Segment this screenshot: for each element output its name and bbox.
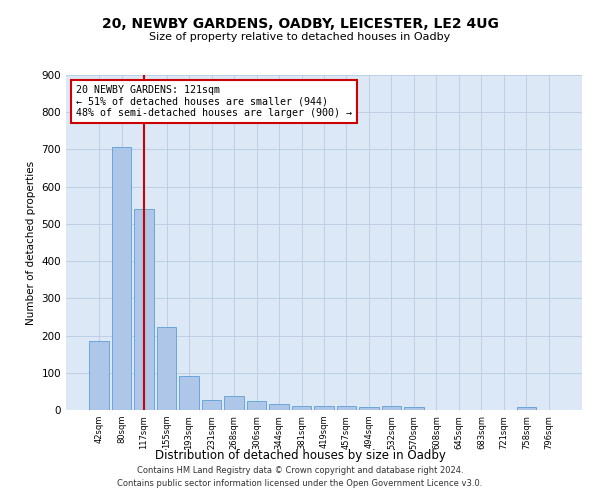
Bar: [247, 401, 266, 410]
Bar: [157, 328, 176, 410]
Bar: [179, 376, 199, 410]
Bar: [359, 407, 379, 410]
Bar: [292, 406, 311, 410]
Bar: [112, 147, 131, 410]
Text: Contains HM Land Registry data © Crown copyright and database right 2024.
Contai: Contains HM Land Registry data © Crown c…: [118, 466, 482, 487]
Bar: [517, 407, 536, 410]
Bar: [224, 396, 244, 410]
Bar: [404, 407, 424, 410]
Text: 20 NEWBY GARDENS: 121sqm
← 51% of detached houses are smaller (944)
48% of semi-: 20 NEWBY GARDENS: 121sqm ← 51% of detach…: [76, 85, 352, 118]
Bar: [202, 400, 221, 410]
Bar: [314, 406, 334, 410]
Bar: [382, 406, 401, 410]
Bar: [134, 209, 154, 410]
Bar: [269, 404, 289, 410]
Text: 20, NEWBY GARDENS, OADBY, LEICESTER, LE2 4UG: 20, NEWBY GARDENS, OADBY, LEICESTER, LE2…: [101, 18, 499, 32]
Bar: [89, 341, 109, 410]
Text: Distribution of detached houses by size in Oadby: Distribution of detached houses by size …: [155, 448, 445, 462]
Bar: [337, 406, 356, 410]
Text: Size of property relative to detached houses in Oadby: Size of property relative to detached ho…: [149, 32, 451, 42]
Y-axis label: Number of detached properties: Number of detached properties: [26, 160, 36, 324]
